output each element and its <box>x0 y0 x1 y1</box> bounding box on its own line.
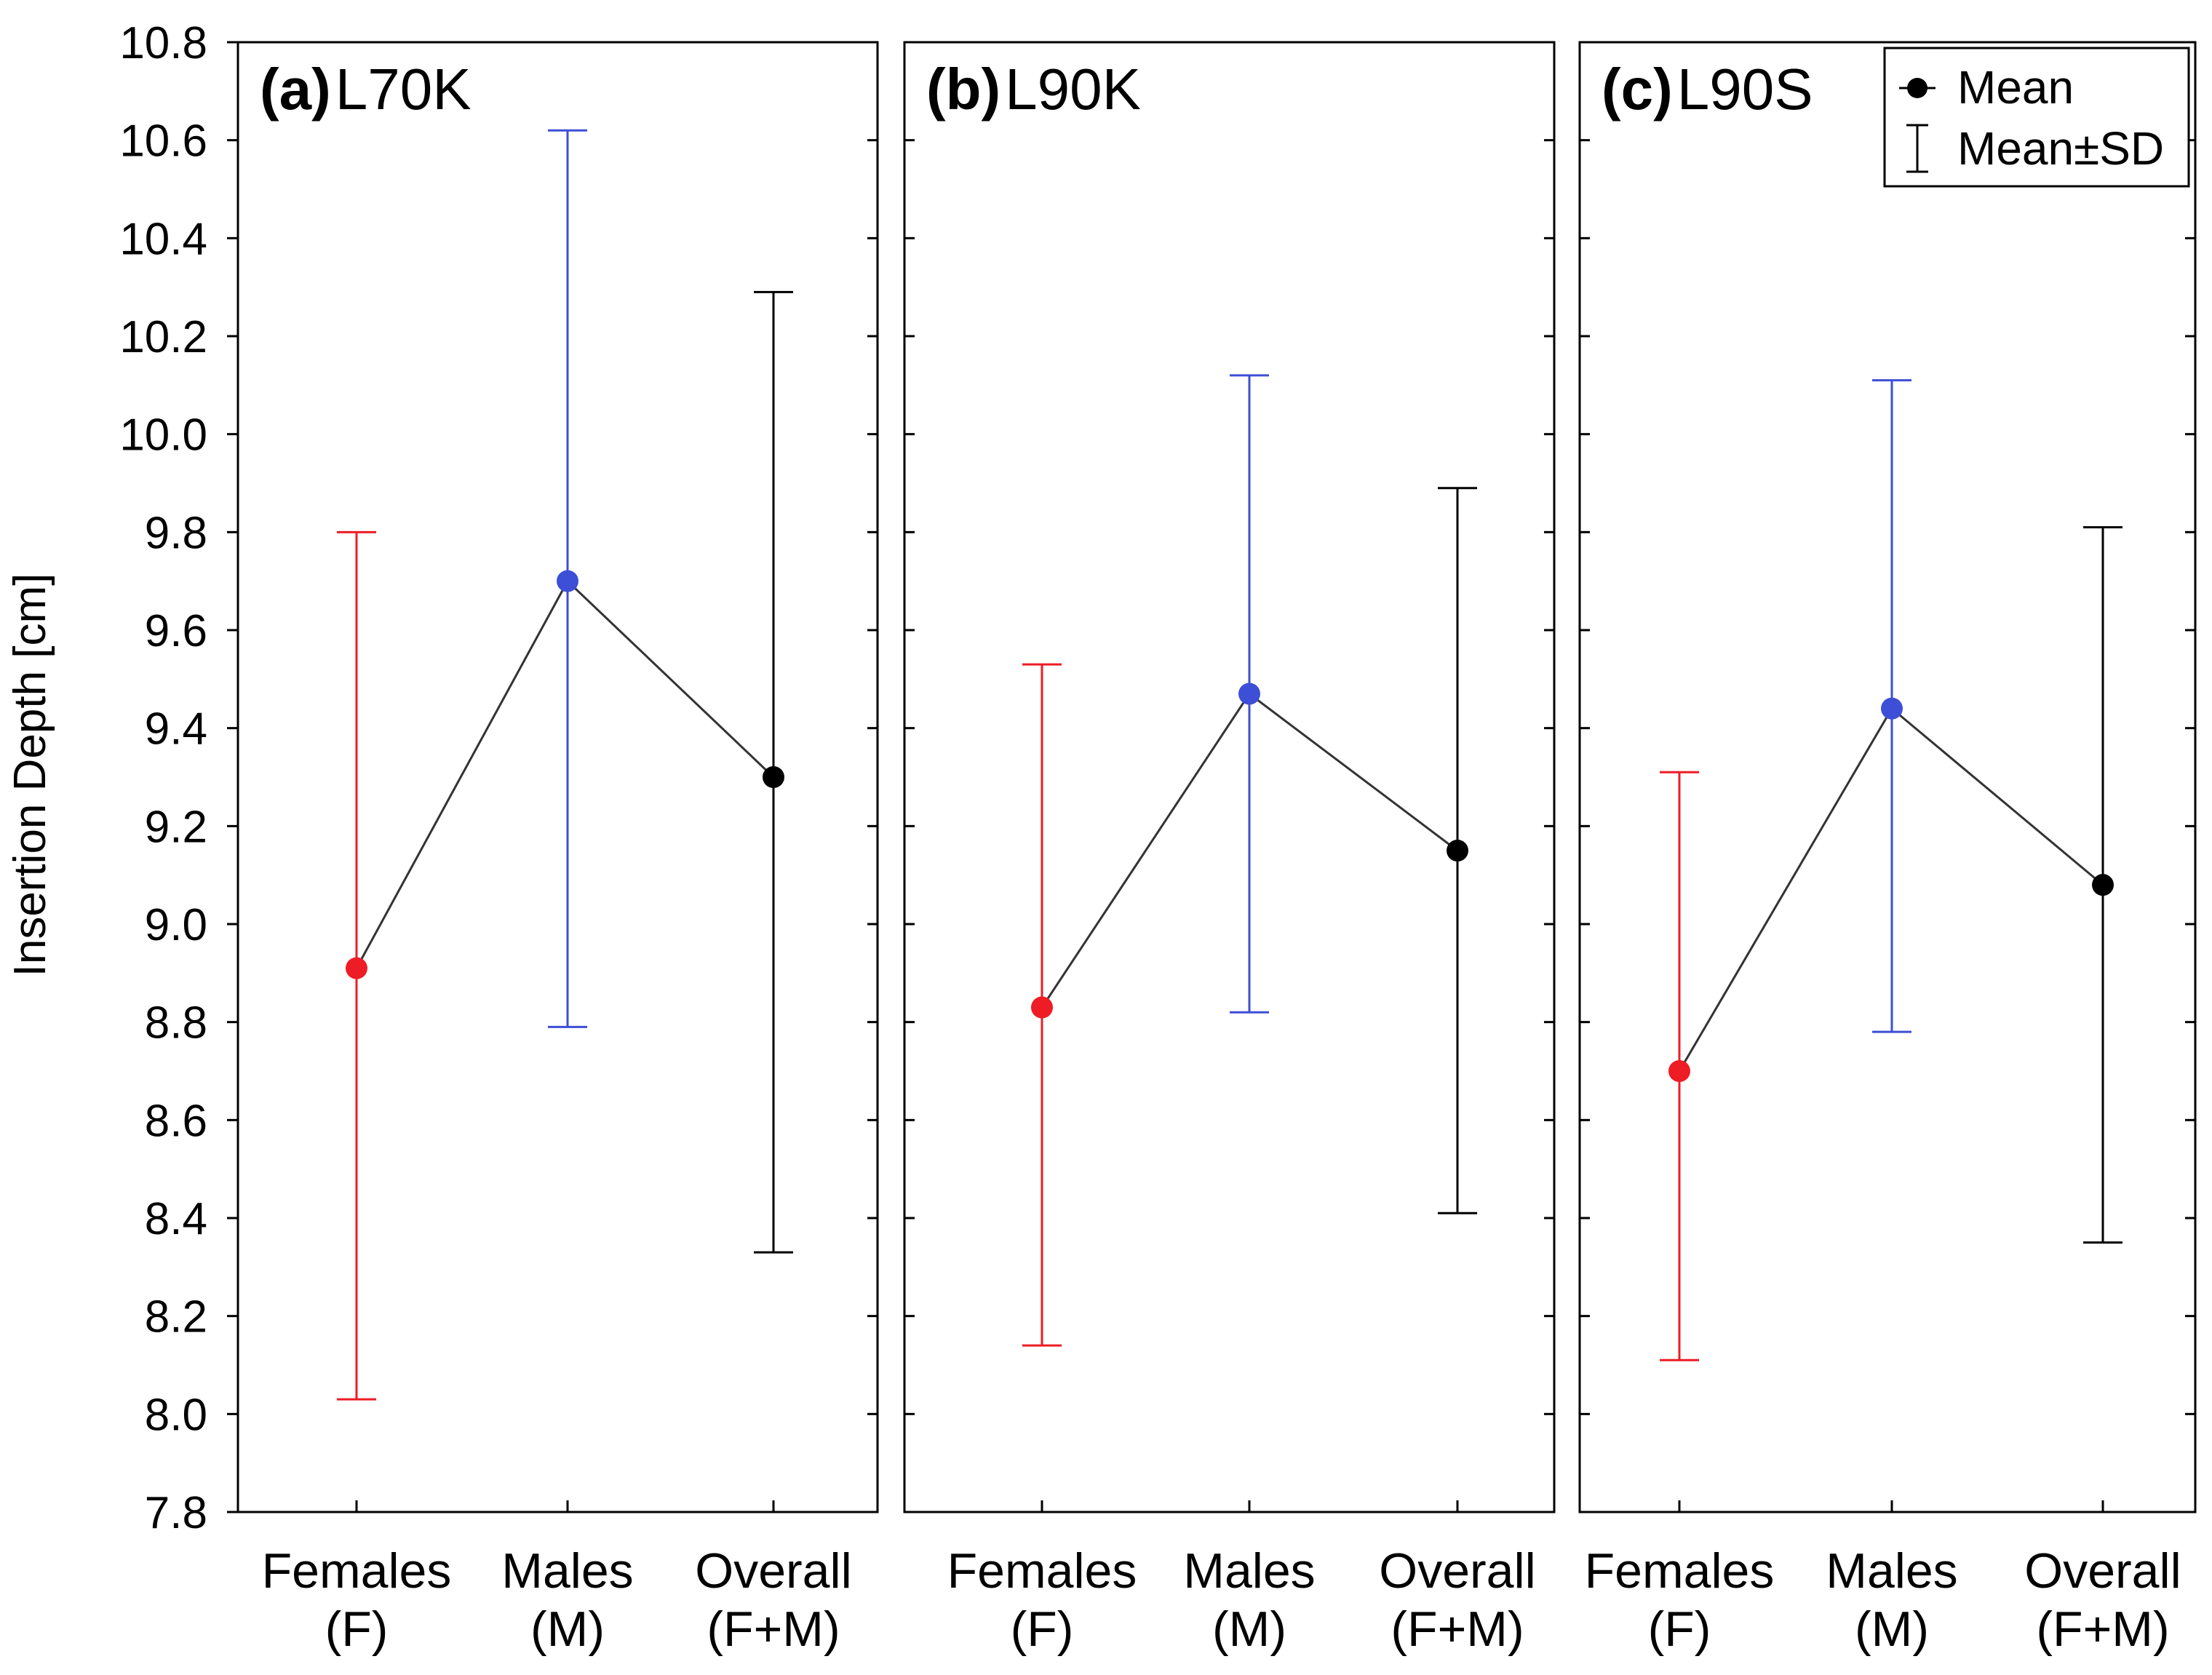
panels: (a)L70KFemales(F)Males(M)Overall(F+M)(b)… <box>236 41 2197 1657</box>
panel-tag: (c) <box>1602 57 1673 122</box>
panel-frame <box>1578 41 2197 1513</box>
y-tick-label-13: 10.4 <box>119 214 207 264</box>
y-tick-label-1: 8.0 <box>145 1390 207 1440</box>
category-sublabel-0: (F) <box>1648 1602 1711 1657</box>
mean-point-0 <box>1668 1060 1690 1082</box>
mean-point-0 <box>346 957 367 979</box>
panel-tag: (b) <box>926 57 1000 122</box>
panel-title: (b)L90K <box>926 57 1141 122</box>
category-label-0: Females <box>1585 1543 1775 1599</box>
panel-frame <box>903 41 1556 1513</box>
category-sublabel-0: (F) <box>325 1602 389 1657</box>
legend-mean-marker <box>1907 78 1927 98</box>
category-sublabel-2: (F+M) <box>2036 1602 2169 1657</box>
legend-box <box>1883 47 2190 188</box>
mean-point-2 <box>1447 840 1468 862</box>
y-tick-label-7: 9.2 <box>145 802 207 852</box>
panel-name: L90K <box>1005 57 1141 122</box>
category-sublabel-2: (F+M) <box>1391 1602 1524 1657</box>
mean-point-0 <box>1031 996 1053 1019</box>
y-tick-label-8: 9.4 <box>145 704 207 755</box>
category-label-0: Females <box>262 1543 452 1599</box>
mean-point-2 <box>2092 874 2114 896</box>
legend: Mean Mean±SD <box>1883 47 2190 188</box>
category-sublabel-1: (M) <box>1212 1602 1286 1657</box>
y-tick-label-6: 9.0 <box>145 900 207 950</box>
category-sublabel-1: (M) <box>1855 1602 1929 1657</box>
category-sublabel-0: (F) <box>1011 1602 1074 1657</box>
y-tick-label-5: 8.8 <box>145 998 207 1049</box>
panel-l90s: (c)L90S Females(F) Males(M) Overall(F+M) <box>1578 41 2197 1657</box>
legend-sd-label: Mean±SD <box>1957 122 2164 175</box>
y-tick-label-2: 8.2 <box>145 1292 207 1342</box>
mean-line <box>355 579 775 969</box>
y-tick-label-0: 7.8 <box>145 1488 207 1538</box>
category-sublabel-2: (F+M) <box>707 1602 840 1657</box>
category-label-1: Males <box>501 1543 633 1599</box>
mean-point-1 <box>1881 697 1903 720</box>
mean-point-1 <box>557 570 578 592</box>
panel-l90k: (b)L90K Females(F) Males(M) Overall(F+M) <box>903 41 1556 1657</box>
mean-point-1 <box>1238 683 1260 705</box>
y-tick-label-3: 8.4 <box>145 1194 207 1244</box>
legend-mean-label: Mean <box>1957 61 2074 114</box>
category-label-1: Males <box>1826 1543 1957 1599</box>
panel-l70k: (a)L70K Females(F) Males(M) Overall(F+M) <box>236 41 879 1657</box>
category-label-2: Overall <box>2024 1543 2181 1599</box>
panel-frame <box>236 41 879 1513</box>
panel-name: L70K <box>335 57 472 122</box>
y-tick-label-11: 10.0 <box>119 410 207 461</box>
y-tick-label-14: 10.6 <box>119 116 207 167</box>
category-sublabel-1: (M) <box>530 1602 605 1657</box>
mean-point-2 <box>763 766 784 788</box>
category-label-1: Males <box>1183 1543 1315 1599</box>
y-axis: 7.8 8.0 8.2 8.4 8.6 8.8 9.0 9.2 9.4 9.6 9.8 10.0 10.… <box>119 18 238 1538</box>
y-tick-label-15: 10.8 <box>119 18 207 68</box>
category-label-2: Overall <box>1379 1543 1535 1599</box>
panel-tag: (a) <box>260 57 331 122</box>
panel-title: (a)L70K <box>260 57 472 122</box>
category-label-2: Overall <box>695 1543 851 1599</box>
y-tick-label-12: 10.2 <box>119 312 207 362</box>
panel-name: L90S <box>1677 57 1813 122</box>
category-label-0: Females <box>947 1543 1137 1599</box>
y-tick-label-9: 9.6 <box>145 606 207 656</box>
y-axis-title: Insertion Depth [cm] <box>5 573 55 977</box>
panel-title: (c)L90S <box>1602 57 1813 122</box>
y-tick-label-10: 9.8 <box>145 508 207 558</box>
y-tick-label-4: 8.6 <box>145 1096 207 1146</box>
